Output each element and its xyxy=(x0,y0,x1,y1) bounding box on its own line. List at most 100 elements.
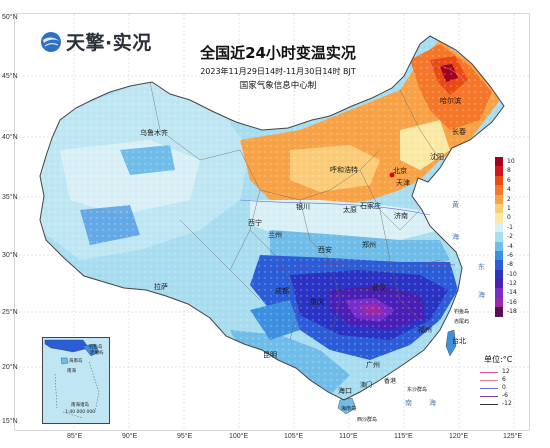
inset-map xyxy=(44,339,100,419)
legend-row: -4 xyxy=(495,241,525,251)
city-chengdu: 成都 xyxy=(275,287,289,295)
hainan-island xyxy=(337,397,357,415)
city-wuhan: 武汉 xyxy=(372,284,386,292)
legend-row: 1 xyxy=(495,203,525,214)
city-harbin: 哈尔滨 xyxy=(440,97,461,105)
city-yinchuan: 银川 xyxy=(296,203,310,211)
sea-east: 东 xyxy=(478,263,485,271)
isoline-swatch xyxy=(480,396,498,397)
city-haikou: 海口 xyxy=(338,387,352,395)
isoline-label: -6 xyxy=(502,392,508,399)
isoline-legend-row: -12 xyxy=(478,400,528,408)
lon-label-115e: 115°E xyxy=(394,433,413,440)
legend-label: 10 xyxy=(507,158,515,165)
legend-row: -10 xyxy=(495,269,525,280)
legend-swatch xyxy=(495,307,503,317)
lon-label-105e: 105°E xyxy=(284,433,304,440)
lat-label-15n: 15°N xyxy=(2,418,18,425)
isolines xyxy=(239,65,471,306)
legend-swatch xyxy=(495,269,503,280)
isoline-legend-row: 6 xyxy=(478,376,528,384)
legend-row: -6 xyxy=(495,250,525,261)
legend-label: 8 xyxy=(507,167,511,175)
isoline-swatch xyxy=(480,388,498,389)
globe-icon xyxy=(41,31,61,52)
city-diaoyu: 钓鱼岛 xyxy=(454,309,470,315)
lat-label-25n: 25°N xyxy=(2,309,18,316)
city-hongkong: 香港 xyxy=(384,378,397,385)
isoline-legend-row: -6 xyxy=(478,392,528,400)
brand-logo: 天擎·实况 xyxy=(40,28,152,55)
legend-swatch xyxy=(495,203,503,214)
city-urumqi: 乌鲁木齐 xyxy=(140,129,168,137)
legend-label: 4 xyxy=(507,186,511,194)
city-dongsha: 东沙群岛 xyxy=(407,387,428,393)
legend-row: 4 xyxy=(495,185,525,195)
inset-label-chiwei: 赤尾屿 xyxy=(90,351,104,356)
legend-row: 8 xyxy=(495,166,525,176)
title-block: 全国近24小时变温实况 2023年11月29日14时-11月30日14时 BJT… xyxy=(176,42,380,91)
isoline-legend-row: 0 xyxy=(478,384,528,392)
brand-logo-text: 天擎·实况 xyxy=(66,32,152,54)
sea-south: 南 xyxy=(405,399,412,407)
city-xian: 西安 xyxy=(318,246,332,254)
color-legend: 10 8 6 4 2 1 0 -1 -2 -4 -6 -8 -10 -12 -14 -16 -18 xyxy=(495,157,525,317)
lat-label-20n: 20°N xyxy=(2,364,18,371)
city-taiyuan: 太原 xyxy=(343,206,357,214)
city-beijing: 北京 xyxy=(393,167,407,175)
legend-row: 10 xyxy=(495,157,525,167)
city-hohhot: 呼和浩特 xyxy=(330,166,358,174)
lon-label-95e: 95°E xyxy=(177,433,193,440)
lon-label-110e: 110°E xyxy=(339,433,358,440)
sea-yellow-hai: 海 xyxy=(452,233,459,241)
sea-yellow: 黄 xyxy=(452,201,459,209)
legend-label: -10 xyxy=(507,270,517,278)
lon-label-100e: 100°E xyxy=(229,433,249,440)
isoline-swatch xyxy=(480,380,498,381)
map-publisher: 国家气象信息中心制 xyxy=(239,81,317,91)
inset-label-hainan: 海南岛 xyxy=(69,359,83,364)
legend-unit: 单位:°C xyxy=(484,355,513,364)
legend-swatch xyxy=(495,175,503,186)
lat-label-35n: 35°N xyxy=(2,194,18,201)
legend-label: -14 xyxy=(507,289,517,297)
legend-row: -18 xyxy=(495,307,525,317)
sea-south-hai: 海 xyxy=(429,399,436,407)
legend-label: -1 xyxy=(507,223,513,231)
lat-label-30n: 30°N xyxy=(2,252,18,259)
sea-east-hai: 海 xyxy=(478,291,485,299)
city-fuzhou: 福州 xyxy=(418,326,432,334)
city-shenyang: 沈阳 xyxy=(430,153,444,161)
city-shijiazhuang: 石家庄 xyxy=(360,202,381,210)
lat-label-50n: 50°N xyxy=(2,14,18,21)
city-changchun: 长春 xyxy=(452,128,466,136)
city-taibei: 台北 xyxy=(452,337,466,345)
lon-label-120e: 120°E xyxy=(449,433,469,440)
legend-row: 6 xyxy=(495,175,525,186)
legend-swatch xyxy=(495,288,503,298)
legend-row: -1 xyxy=(495,222,525,233)
legend-swatch xyxy=(495,260,503,270)
legend-label: 6 xyxy=(507,176,511,184)
city-kunming: 昆明 xyxy=(263,351,277,359)
legend-label: -12 xyxy=(507,280,517,288)
legend-swatch xyxy=(495,279,503,289)
map-title: 全国近24小时变温实况 xyxy=(200,44,356,62)
legend-swatch xyxy=(495,185,503,195)
legend-label: 2 xyxy=(507,195,511,203)
legend-swatch xyxy=(495,157,503,167)
legend-row: -16 xyxy=(495,297,525,308)
inset-label-diaoyu: 钓鱼岛 xyxy=(89,345,103,350)
city-hainan-island: 海南岛 xyxy=(341,406,357,412)
isoline-label: 12 xyxy=(502,368,510,375)
city-xining: 西宁 xyxy=(248,219,262,227)
legend-label: 1 xyxy=(507,204,511,212)
isoline-legend: 12 6 0 -6 -12 xyxy=(478,368,528,408)
isoline-swatch xyxy=(480,372,498,373)
city-zhengzhou: 郑州 xyxy=(362,241,376,249)
city-jinan: 济南 xyxy=(394,212,408,220)
legend-row: -14 xyxy=(495,288,525,298)
city-lanzhou: 兰州 xyxy=(268,231,282,239)
inset-label-islands: 南海诸岛 xyxy=(71,403,89,408)
lon-label-90e: 90°E xyxy=(122,433,138,440)
